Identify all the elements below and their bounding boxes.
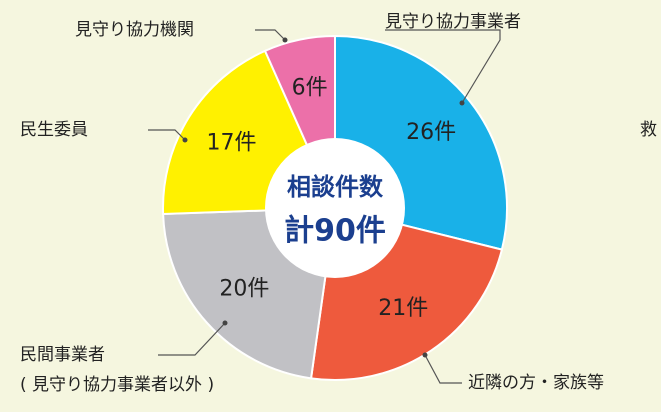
leader-dot <box>459 100 465 106</box>
leader-line <box>148 129 186 141</box>
center-title: 相談件数 <box>287 173 384 201</box>
category-label: 見守り協力機関 <box>75 20 194 40</box>
leader-line <box>158 322 226 356</box>
leader-dot <box>282 37 288 43</box>
leader-line <box>255 29 286 41</box>
value-label: 21件 <box>378 296 428 321</box>
center-total: 計90件 <box>284 214 386 249</box>
center-hole <box>265 138 405 278</box>
leader-dot <box>422 352 428 358</box>
value-label: 17件 <box>207 130 257 155</box>
leader-line <box>424 354 462 384</box>
leader-dot <box>182 137 188 143</box>
category-label: 民生委員 <box>20 120 88 140</box>
category-label: 民間事業者 <box>20 345 105 365</box>
edge-text: 救 <box>640 120 657 140</box>
value-label: 6件 <box>292 76 328 101</box>
category-label: 見守り協力事業者 <box>385 12 521 32</box>
category-label: 近隣の方・家族等 <box>468 373 604 393</box>
category-note: ( 見守り協力事業者以外 ) <box>20 375 214 395</box>
value-label: 20件 <box>219 277 269 302</box>
leader-line <box>385 29 501 104</box>
value-label: 26件 <box>406 120 456 145</box>
leader-dot <box>222 320 228 326</box>
